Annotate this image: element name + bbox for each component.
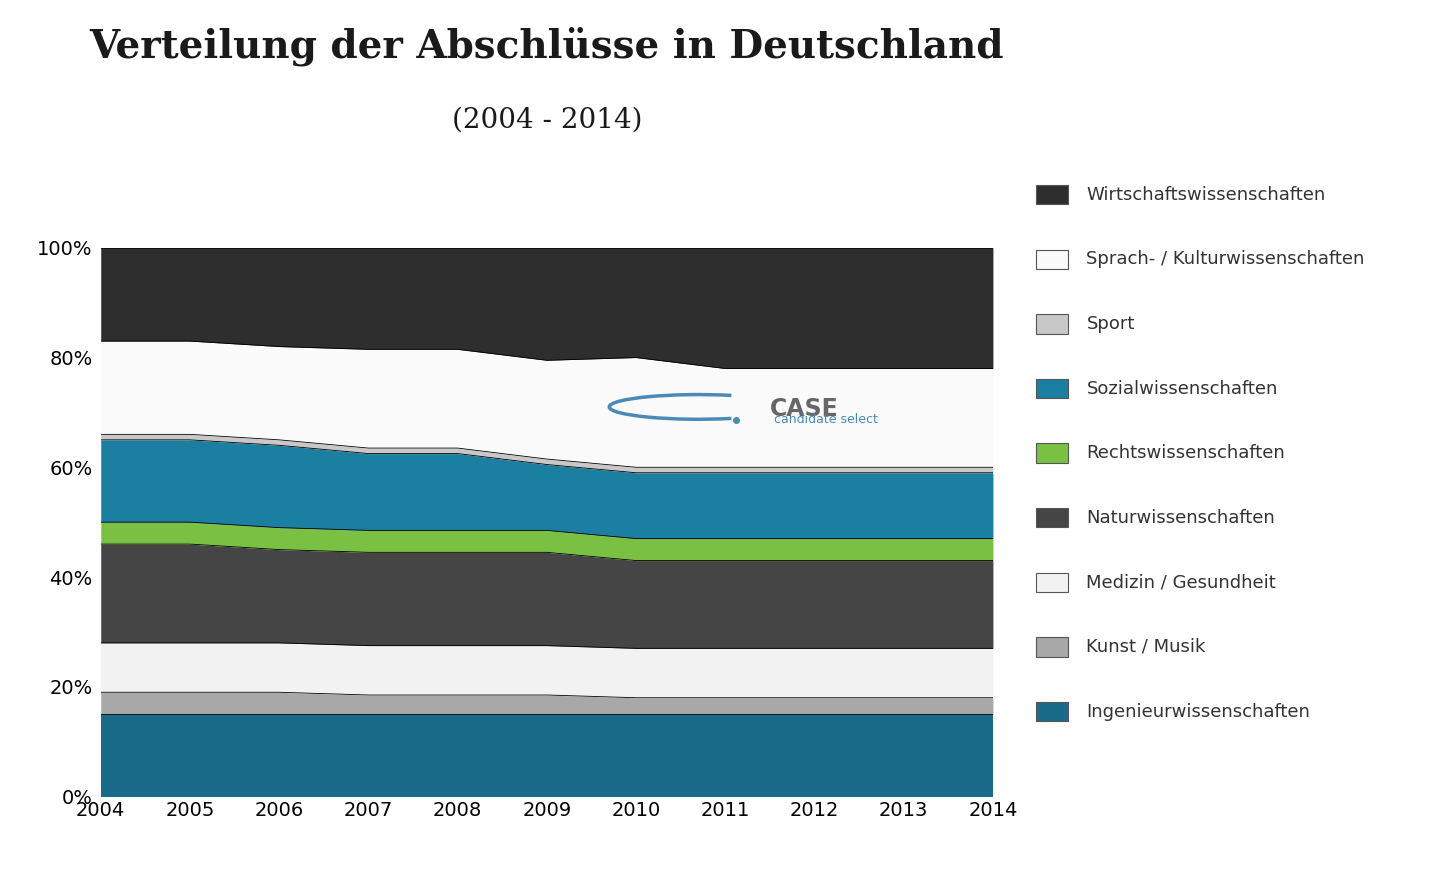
Text: Wirtschaftswissenschaften: Wirtschaftswissenschaften (1086, 186, 1325, 204)
Text: Naturwissenschaften: Naturwissenschaften (1086, 509, 1275, 527)
Text: (2004 - 2014): (2004 - 2014) (452, 106, 642, 134)
Text: Rechtswissenschaften: Rechtswissenschaften (1086, 444, 1285, 462)
Text: Kunst / Musik: Kunst / Musik (1086, 638, 1206, 656)
Text: CASE: CASE (770, 396, 839, 420)
Text: Sozialwissenschaften: Sozialwissenschaften (1086, 380, 1278, 397)
Text: candidate select: candidate select (774, 413, 878, 426)
Text: Sprach- / Kulturwissenschaften: Sprach- / Kulturwissenschaften (1086, 250, 1364, 268)
Text: Medizin / Gesundheit: Medizin / Gesundheit (1086, 573, 1276, 591)
Text: Sport: Sport (1086, 315, 1135, 333)
Text: Ingenieurwissenschaften: Ingenieurwissenschaften (1086, 703, 1311, 720)
Text: Verteilung der Abschlüsse in Deutschland: Verteilung der Abschlüsse in Deutschland (89, 27, 1004, 66)
